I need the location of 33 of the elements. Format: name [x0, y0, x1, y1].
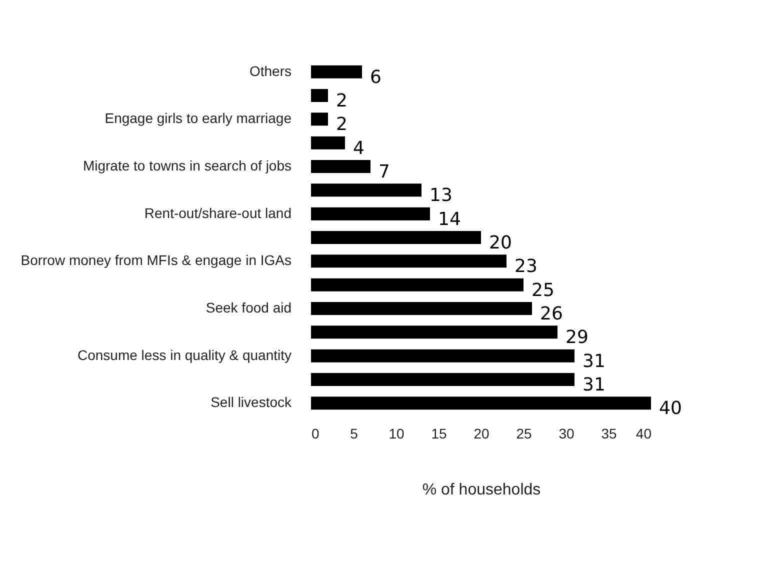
data-label: 29	[566, 327, 588, 348]
y-tick-label: Migrate to towns in search of jobs	[82, 158, 292, 174]
x-tick-label: 5	[350, 426, 358, 442]
x-tick-label: 15	[431, 426, 447, 442]
x-tick-label: 40	[636, 426, 652, 442]
x-tick-label: 30	[558, 426, 574, 442]
y-tick-label: Others	[249, 62, 292, 79]
data-label: 4	[353, 138, 364, 159]
y-tick-label: Borrow money from MFIs & engage in IGAs	[20, 252, 292, 268]
x-axis-title: % of households	[422, 482, 541, 498]
data-label: 23	[514, 256, 538, 278]
data-label: 6	[370, 66, 382, 88]
x-tick-label: 35	[601, 426, 617, 442]
y-tick-label: Rent-out/share-out land	[144, 204, 292, 221]
x-tick-label: 0	[312, 426, 320, 442]
x-tick-label: 25	[516, 426, 532, 442]
data-label: 31	[582, 350, 606, 372]
data-label: 31	[582, 374, 606, 396]
y-tick-label: Consume less in quality & quantity	[78, 346, 292, 363]
data-label: 7	[378, 162, 390, 182]
y-tick-label: Seek food aid	[206, 300, 292, 316]
data-label: 2	[336, 114, 348, 136]
data-label: 40	[659, 398, 682, 420]
data-label: 25	[532, 280, 554, 301]
y-tick-label: Engage girls to early marriage	[104, 110, 292, 126]
data-label: 26	[540, 304, 563, 324]
x-tick-label: 20	[474, 426, 490, 442]
data-label: 2	[336, 90, 348, 112]
data-label: 20	[489, 232, 512, 254]
y-tick-label: Sell livestock	[210, 394, 292, 410]
x-tick-label: 10	[388, 426, 404, 442]
data-label: 14	[438, 208, 461, 230]
data-label: 13	[430, 185, 452, 206]
